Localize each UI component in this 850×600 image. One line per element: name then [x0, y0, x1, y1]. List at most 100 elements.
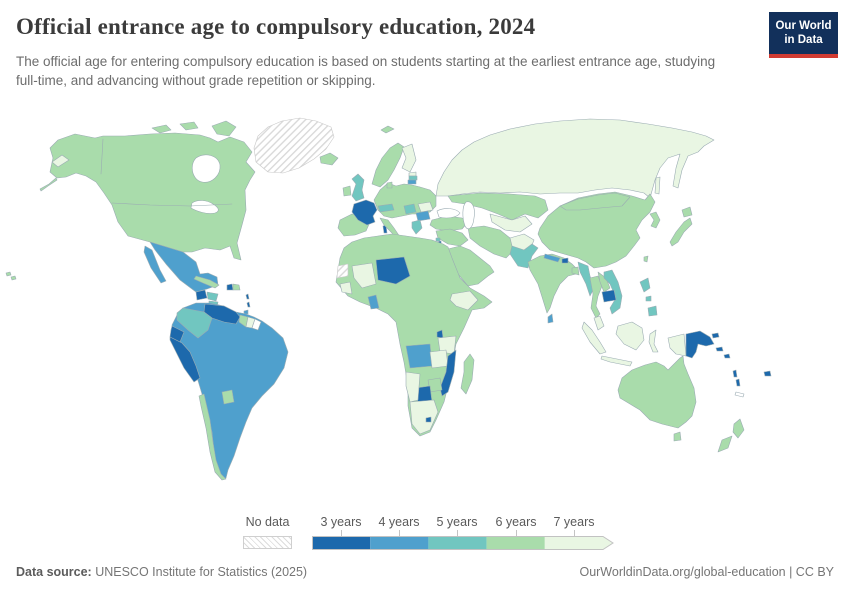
- country-cuba[interactable]: [193, 275, 220, 289]
- country-china[interactable]: [537, 191, 656, 269]
- lesser-antilles[interactable]: [245, 293, 250, 300]
- country-fiji[interactable]: [763, 370, 772, 377]
- country-finland[interactable]: [401, 143, 417, 173]
- country-trinidad[interactable]: [243, 309, 249, 315]
- country-iceland[interactable]: [319, 152, 339, 166]
- country-greece[interactable]: [411, 219, 423, 235]
- country-south-africa[interactable]: [409, 399, 439, 435]
- country-romania[interactable]: [417, 201, 434, 213]
- region-java[interactable]: [600, 355, 633, 367]
- country-nepal[interactable]: [543, 253, 561, 263]
- region-french-guiana[interactable]: [251, 318, 262, 331]
- legend-no-data-label: No data: [245, 515, 290, 529]
- country-estonia[interactable]: [408, 171, 417, 177]
- owid-logo[interactable]: Our World in Data: [769, 12, 838, 58]
- country-new-zealand-south[interactable]: [717, 435, 733, 453]
- hawaii-islands[interactable]: [10, 275, 17, 281]
- country-madagascar[interactable]: [460, 353, 475, 395]
- country-guatemala[interactable]: [195, 289, 208, 301]
- country-papua-new-guinea[interactable]: [685, 330, 715, 359]
- page-subtitle: The official age for entering compulsory…: [16, 54, 716, 89]
- country-ireland[interactable]: [342, 185, 352, 197]
- country-chile[interactable]: [198, 393, 227, 481]
- arctic-islands[interactable]: [151, 124, 172, 134]
- country-united-kingdom[interactable]: [351, 173, 365, 202]
- country-iran[interactable]: [467, 225, 515, 259]
- country-colombia[interactable]: [176, 307, 213, 339]
- country-latvia[interactable]: [408, 175, 418, 181]
- legend-color-bar[interactable]: [312, 536, 614, 550]
- country-bulgaria[interactable]: [415, 210, 431, 222]
- country-russia-wrapped[interactable]: [51, 154, 70, 168]
- country-mali[interactable]: [351, 262, 377, 289]
- country-namibia[interactable]: [405, 371, 421, 403]
- region-scandinavia[interactable]: [371, 142, 405, 188]
- svalbard-islands[interactable]: [380, 125, 395, 134]
- hawaii-islands[interactable]: [5, 271, 12, 277]
- legend-no-data-swatch[interactable]: [243, 536, 292, 549]
- country-taiwan[interactable]: [643, 255, 649, 263]
- country-zambia[interactable]: [429, 349, 449, 369]
- country-peru[interactable]: [169, 336, 201, 383]
- country-new-zealand-north[interactable]: [732, 418, 745, 439]
- country-philippines-mindanao[interactable]: [647, 305, 658, 317]
- country-japan-honshu[interactable]: [669, 217, 693, 247]
- country-lithuania[interactable]: [407, 179, 417, 185]
- country-solomon-islands[interactable]: [715, 346, 724, 352]
- country-india[interactable]: [527, 253, 579, 314]
- country-mozambique[interactable]: [439, 349, 457, 397]
- country-angola[interactable]: [405, 343, 433, 369]
- country-honduras[interactable]: [206, 291, 219, 302]
- country-cambodia[interactable]: [601, 289, 617, 303]
- country-paraguay[interactable]: [221, 389, 235, 405]
- country-ghana[interactable]: [367, 294, 380, 310]
- country-greenland[interactable]: [253, 117, 335, 174]
- country-vanuatu[interactable]: [735, 378, 741, 387]
- country-lebanon[interactable]: [435, 237, 441, 242]
- country-turkmenistan-uzbekistan[interactable]: [489, 213, 533, 233]
- country-niger[interactable]: [375, 256, 411, 285]
- region-new-caledonia[interactable]: [734, 391, 745, 398]
- country-france[interactable]: [351, 199, 378, 226]
- country-japan-hokkaido[interactable]: [681, 206, 693, 218]
- region-sulawesi[interactable]: [648, 329, 659, 353]
- country-turkey[interactable]: [429, 215, 469, 232]
- country-lesotho[interactable]: [425, 416, 432, 423]
- region-west-papua[interactable]: [667, 333, 687, 357]
- region-sumatra[interactable]: [581, 321, 607, 355]
- region-sakhalin[interactable]: [654, 176, 661, 195]
- country-vietnam[interactable]: [603, 269, 623, 315]
- region-western-sahara[interactable]: [336, 263, 349, 279]
- country-guinea[interactable]: [339, 281, 353, 295]
- country-baffin-island[interactable]: [211, 120, 237, 137]
- country-mexico-baja[interactable]: [143, 245, 167, 284]
- country-dominican-republic[interactable]: [232, 283, 241, 291]
- aleutian-islands[interactable]: [39, 177, 58, 192]
- country-canada-usa[interactable]: [49, 132, 256, 261]
- country-mongolia[interactable]: [559, 192, 631, 211]
- country-hungary-serbia[interactable]: [403, 203, 417, 215]
- country-sri-lanka[interactable]: [547, 313, 554, 324]
- rights-link[interactable]: OurWorldinData.org/global-education | CC…: [579, 565, 834, 579]
- country-bhutan[interactable]: [561, 257, 569, 264]
- country-ethiopia[interactable]: [449, 290, 479, 311]
- region-borneo[interactable]: [615, 321, 645, 351]
- country-korea[interactable]: [649, 211, 661, 229]
- country-haiti[interactable]: [226, 283, 234, 291]
- country-malaysia-peninsula[interactable]: [593, 315, 605, 331]
- country-vanuatu[interactable]: [732, 369, 738, 378]
- country-switzerland-austria[interactable]: [377, 203, 395, 213]
- country-philippines-luzon[interactable]: [639, 277, 651, 293]
- country-myanmar[interactable]: [577, 261, 595, 297]
- country-australia[interactable]: [617, 355, 697, 429]
- lesser-antilles[interactable]: [246, 301, 251, 308]
- country-solomon-islands[interactable]: [723, 353, 731, 359]
- country-philippines-visayas[interactable]: [645, 295, 652, 302]
- country-png-new-britain[interactable]: [711, 332, 720, 339]
- arctic-islands[interactable]: [179, 121, 199, 131]
- country-bangladesh[interactable]: [571, 266, 580, 276]
- country-pakistan[interactable]: [509, 243, 539, 269]
- region-tasmania[interactable]: [673, 431, 682, 442]
- country-russia[interactable]: [435, 118, 715, 199]
- country-denmark[interactable]: [386, 181, 393, 189]
